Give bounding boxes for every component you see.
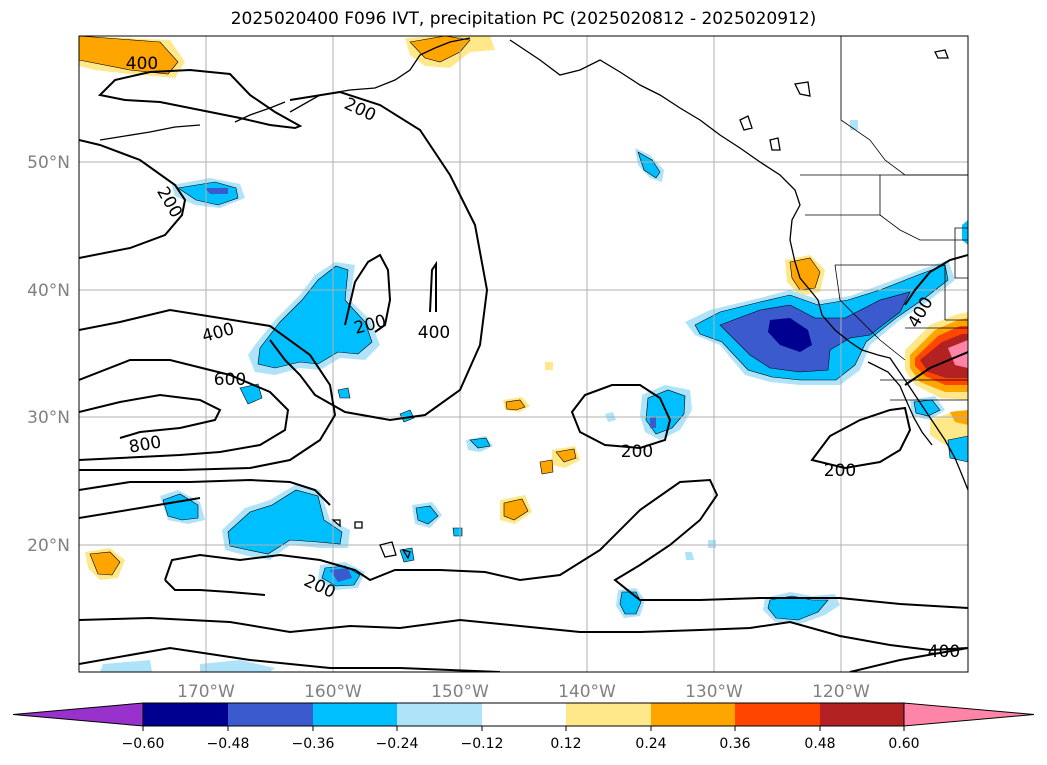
longitude-ticks: 170°W 160°W 150°W 140°W 130°W 120°W: [177, 682, 870, 702]
lon-tick-label: 120°W: [812, 682, 870, 702]
colorbar-tick-label: 0.48: [804, 736, 835, 752]
colorbar-tick-label: −0.60: [122, 736, 165, 752]
map-panel: 400 200 200 200 400 400 600 800 200 200 …: [79, 36, 968, 672]
lon-tick-label: 170°W: [177, 682, 235, 702]
colorbar-swatch: [12, 702, 144, 727]
colorbar-swatch: [228, 703, 313, 726]
colorbar-swatch: [820, 703, 904, 726]
colorbar-tick-label: −0.24: [376, 736, 419, 752]
colorbar-swatch: [313, 703, 397, 726]
colorbar-swatch: [735, 703, 820, 726]
contour-label: 400: [418, 323, 450, 343]
colorbar-swatch: [651, 703, 735, 726]
lat-tick-label: 20°N: [27, 536, 70, 556]
colorbar: −0.60 −0.48 −0.36 −0.24 −0.12 0.12 0.24 …: [12, 702, 1035, 752]
colorbar-swatch: [397, 703, 482, 726]
political-borders: [800, 36, 968, 401]
chart-title: 2025020400 F096 IVT, precipitation PC (2…: [230, 9, 817, 29]
ivt-contours: [79, 68, 968, 672]
contour-label: 200: [824, 461, 856, 481]
colorbar-tick-label: −0.48: [207, 736, 250, 752]
colorbar-tick-label: 0.60: [888, 736, 919, 752]
lat-tick-label: 30°N: [27, 408, 70, 428]
contour-label: 200: [621, 442, 653, 462]
lon-tick-label: 130°W: [685, 682, 743, 702]
latitude-ticks: 50°N 40°N 30°N 20°N: [27, 153, 70, 556]
colorbar-swatch: [482, 703, 566, 726]
lon-tick-label: 160°W: [304, 682, 362, 702]
colorbar-tick-label: 0.12: [550, 736, 581, 752]
colorbar-tick-label: 0.36: [719, 736, 750, 752]
contour-label: 400: [928, 642, 960, 662]
lat-tick-label: 40°N: [27, 281, 70, 301]
colorbar-tick-label: −0.12: [461, 736, 504, 752]
lon-tick-label: 140°W: [558, 682, 616, 702]
lat-tick-label: 50°N: [27, 153, 70, 173]
colorbar-swatch: [903, 702, 1035, 727]
colorbar-swatch: [566, 703, 651, 726]
colorbar-tick-label: 0.24: [635, 736, 666, 752]
colorbar-tick-label: −0.36: [292, 736, 335, 752]
contour-label: 400: [126, 54, 158, 74]
lon-tick-label: 150°W: [431, 682, 489, 702]
graticule: [79, 36, 968, 672]
contour-label: 600: [214, 370, 246, 390]
map-frame: [78, 35, 969, 673]
colorbar-swatch: [143, 703, 228, 726]
